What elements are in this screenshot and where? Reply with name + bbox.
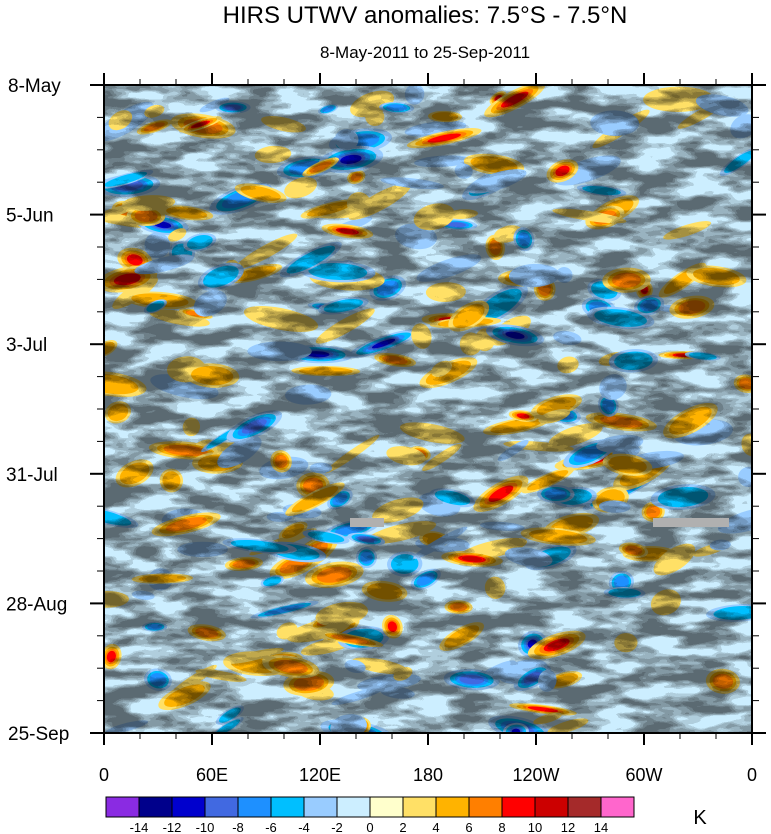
colorbar-swatch <box>204 796 239 818</box>
x-tick-label: 120E <box>299 765 341 785</box>
colorbar-swatch <box>336 796 371 818</box>
colorbar-swatch <box>138 796 173 818</box>
colorbar-label: 6 <box>465 820 472 834</box>
y-tick-label: 31-Jul <box>6 465 58 486</box>
colorbar-unit-label: K <box>693 807 707 829</box>
chart-subtitle: 8-May-2011 to 25-Sep-2011 <box>320 43 530 62</box>
missing-data-patch-2 <box>653 518 729 527</box>
y-tick-label: 28-Aug <box>6 594 67 615</box>
colorbar-label: -14 <box>130 820 149 834</box>
colorbar-swatch <box>270 796 305 818</box>
colorbar-swatch <box>435 796 470 818</box>
colorbar-label: 2 <box>399 820 406 834</box>
y-tick-label: 3-Jul <box>6 335 47 356</box>
x-tick-label: 60W <box>625 765 662 785</box>
colorbar-label: 8 <box>498 820 505 834</box>
x-tick-label: 180 <box>413 765 443 785</box>
anomaly-blobs <box>104 85 752 733</box>
colorbar-label: 14 <box>594 820 608 834</box>
colorbar-label: -12 <box>163 820 182 834</box>
x-axis: 0 60E 120E 180 120W 60W 0 <box>99 73 757 785</box>
colorbar-swatch <box>171 796 206 818</box>
colorbar-label: 4 <box>432 820 439 834</box>
colorbar-swatch <box>369 796 404 818</box>
colorbar-label: 10 <box>528 820 542 834</box>
colorbar-label: 0 <box>366 820 373 834</box>
colorbar-swatch <box>105 796 140 818</box>
colorbar-label: -2 <box>331 820 343 834</box>
colorbar-swatch <box>534 796 569 818</box>
colorbar-label: -4 <box>298 820 310 834</box>
colorbar-label: -6 <box>265 820 277 834</box>
x-tick-label: 60E <box>196 765 228 785</box>
y-tick-label: 5-Jun <box>6 206 54 227</box>
chart-title: HIRS UTWV anomalies: 7.5°S - 7.5°N <box>223 2 628 29</box>
y-tick-label: 25-Sep <box>8 724 69 745</box>
colorbar-swatch <box>303 796 338 818</box>
colorbar: -14 -12 -10 -8 -6 -4 -2 0 2 4 6 8 10 12 14 <box>105 796 635 834</box>
heatmap-field <box>104 85 752 733</box>
y-axis: 8-May 5-Jun 3-Jul 31-Jul 28-Aug 25-Sep <box>6 76 766 745</box>
x-tick-label: 120W <box>512 765 559 785</box>
colorbar-swatch <box>501 796 536 818</box>
colorbar-label: 12 <box>561 820 575 834</box>
colorbar-swatch <box>600 796 635 818</box>
x-tick-label: 0 <box>747 765 757 785</box>
colorbar-swatch <box>237 796 272 818</box>
y-tick-label: 8-May <box>8 76 61 97</box>
colorbar-swatch <box>402 796 437 818</box>
colorbar-swatch <box>468 796 503 818</box>
missing-data-patch-1 <box>350 518 384 527</box>
x-tick-label: 0 <box>99 765 109 785</box>
colorbar-label: -8 <box>232 820 244 834</box>
colorbar-swatch <box>567 796 602 818</box>
anomaly-texture <box>104 85 752 733</box>
colorbar-label: -10 <box>196 820 215 834</box>
